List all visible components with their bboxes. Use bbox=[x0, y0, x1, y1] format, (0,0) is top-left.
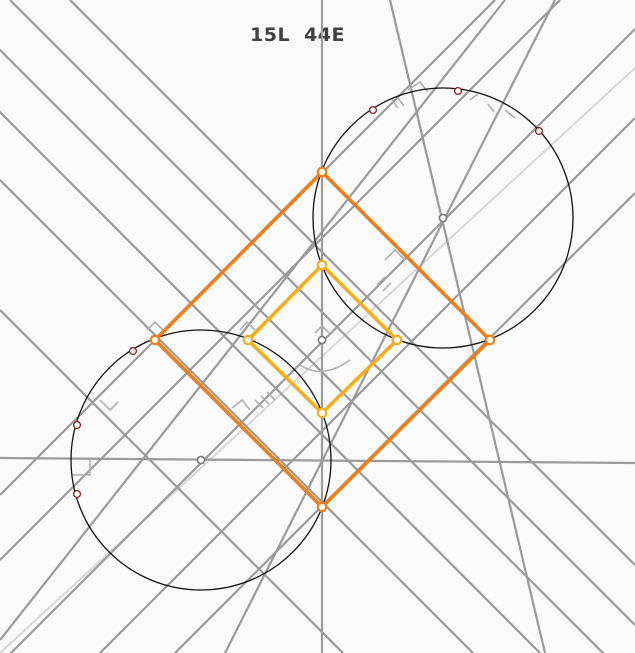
measure-mark bbox=[376, 276, 392, 292]
measure-mark bbox=[231, 398, 251, 411]
vertex-point bbox=[316, 501, 328, 513]
center-point bbox=[438, 213, 448, 223]
intersection-point bbox=[534, 126, 544, 136]
construction-line bbox=[9, 28, 635, 653]
lower-left-circle bbox=[70, 329, 332, 591]
intersection-point bbox=[128, 346, 138, 356]
construction-line bbox=[0, 179, 474, 653]
vertex-point bbox=[316, 259, 328, 271]
vertex-point bbox=[316, 166, 328, 178]
construction-line bbox=[388, 0, 547, 653]
faint-lines bbox=[0, 67, 635, 653]
faint-diagonal-line bbox=[0, 67, 635, 653]
intersection-point bbox=[72, 420, 82, 430]
intersection-point bbox=[368, 105, 378, 115]
measure-mark bbox=[299, 359, 351, 373]
points[interactable] bbox=[72, 86, 544, 513]
vertex-point bbox=[316, 407, 328, 419]
construction-line bbox=[0, 48, 605, 653]
construction-line bbox=[9, 0, 635, 626]
construction-line bbox=[0, 0, 561, 561]
construction-line bbox=[0, 0, 506, 641]
center-point bbox=[317, 335, 327, 345]
construction-line bbox=[0, 456, 635, 465]
measure-mark bbox=[146, 320, 164, 331]
line-count: 15L bbox=[250, 24, 291, 46]
vertex-point bbox=[391, 334, 403, 346]
vertex-point bbox=[484, 334, 496, 346]
measure-mark bbox=[99, 399, 119, 412]
measure-mark bbox=[254, 391, 276, 409]
construction-line bbox=[0, 309, 344, 653]
construction-line bbox=[224, 0, 556, 653]
upper-right-circle bbox=[312, 87, 574, 349]
vertex-point bbox=[149, 334, 161, 346]
measure-mark bbox=[504, 109, 516, 119]
measure-mark bbox=[314, 324, 330, 334]
construction-line bbox=[0, 110, 541, 653]
measure-mark bbox=[391, 97, 405, 109]
angle-marks bbox=[72, 80, 516, 476]
score-label: 15L 44E bbox=[0, 24, 595, 46]
measure-mark bbox=[239, 320, 256, 331]
intersection-point bbox=[72, 489, 82, 499]
circles bbox=[70, 87, 574, 591]
construction-line bbox=[69, 0, 635, 566]
center-point bbox=[196, 455, 206, 465]
measure-mark bbox=[384, 248, 406, 261]
measure-mark bbox=[469, 93, 495, 113]
vertex-point bbox=[242, 334, 254, 346]
element-count: 44E bbox=[304, 24, 345, 46]
measure-mark bbox=[72, 460, 91, 476]
construction-line bbox=[99, 117, 635, 653]
intersection-point bbox=[453, 86, 463, 96]
